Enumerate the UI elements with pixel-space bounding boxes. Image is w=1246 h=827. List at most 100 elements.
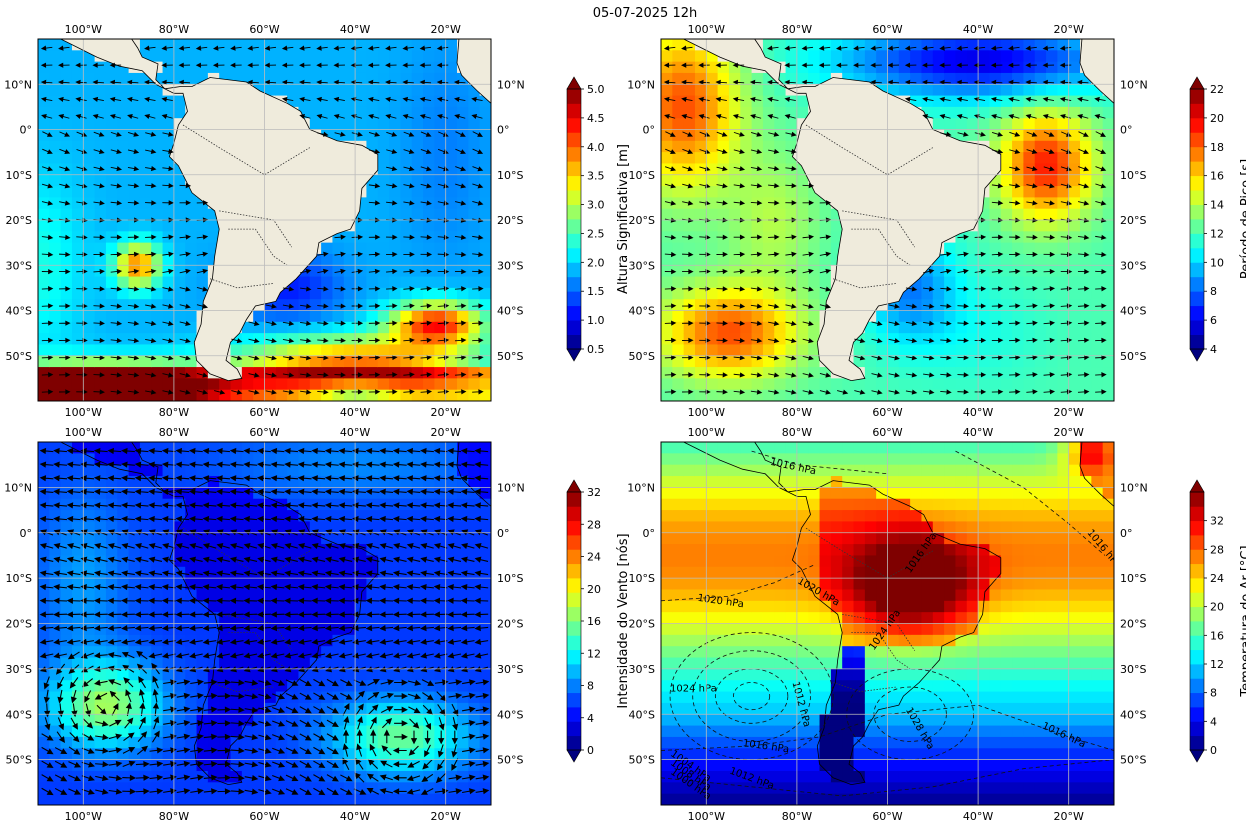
colorbar-segment [1190,635,1204,651]
lon-tick-label-bottom: 60°W [249,406,279,419]
map-frame [37,38,492,402]
lon-tick-label-top: 20°W [1054,426,1084,439]
lon-tick-label-bottom: 80°W [782,810,812,823]
lat-tick-label-right: 10°S [497,169,523,182]
colorbar-segment [567,520,581,536]
lat-tick-label-left: 40°S [629,708,655,721]
colorbar: 0 4 8 12 16 20 24 28 32 Temperatura do Ar [°C] [1189,479,1246,763]
africa-coastline [1079,442,1114,507]
colorbar-extend-min [1189,749,1205,763]
lon-tick-label-top: 40°W [963,23,993,36]
lat-tick-label-left: 30°S [6,259,32,272]
lon-tick-label-top: 40°W [963,426,993,439]
lat-tick-label-right: 40°S [497,305,523,318]
colorbar-segment [1190,175,1204,191]
colorbar-segment [1190,692,1204,708]
lat-tick-label-left: 0° [643,124,656,137]
map-frame [660,38,1115,402]
colorbar-tick-label: 32 [587,486,601,499]
lon-tick-label-top: 20°W [431,426,461,439]
colorbar-extend-min [566,749,582,763]
colorbar-segment [1190,117,1204,133]
map-frame [37,441,492,806]
lat-tick-label-left: 30°S [629,663,655,676]
colorbar-segment [567,621,581,636]
colorbar-segment [567,635,581,651]
colorbar-tick-label: 1.5 [587,285,605,298]
colorbar-segment [567,721,581,737]
lon-tick-label-top: 100°W [688,23,725,36]
lat-tick-label-left: 20°S [6,214,32,227]
colorbar-extend-min [566,348,582,362]
colorbar-segment [567,707,581,722]
colorbar-segment [1190,549,1204,565]
colorbar-segment [567,649,581,665]
lat-tick-label-left: 30°S [629,259,655,272]
colorbar-segment [567,89,581,104]
lat-tick-label-left: 10°S [629,169,655,182]
lat-tick-label-right: 10°N [497,78,525,91]
colorbar-tick-label: 24 [1210,572,1224,585]
colorbar-segment [1190,219,1204,234]
colorbar-tick-label: 16 [1210,629,1224,642]
lon-tick-label-bottom: 60°W [872,810,902,823]
colorbar-segment [1190,320,1204,335]
colorbar-tick-label: 12 [1210,658,1224,671]
colorbar-segment [1190,606,1204,622]
lon-tick-label-top: 20°W [431,23,461,36]
colorbar-segment [1190,247,1204,263]
lon-tick-label-bottom: 40°W [340,810,370,823]
colorbar-tick-label: 8 [1210,687,1217,700]
lat-tick-label-left: 10°N [4,481,32,494]
colorbar-tick-label: 20 [1210,601,1224,614]
colorbar-segment [1190,233,1204,249]
colorbar-segment [1190,89,1204,104]
colorbar-segment [1190,563,1204,579]
colorbar-segment [567,190,581,205]
lon-tick-label-top: 80°W [782,426,812,439]
colorbar-frame [1189,491,1205,751]
colorbar-segment [567,161,581,177]
colorbar-frame [1189,88,1205,350]
lat-tick-label-right: 0° [1120,527,1133,540]
colorbar: 0.5 1.0 1.5 2.0 2.5 3.0 3.5 4.0 4.5 5.0 Altura Sig… [566,76,631,362]
lon-tick-label-bottom: 60°W [872,406,902,419]
africa-coastline [456,39,491,104]
colorbar-segment [567,535,581,550]
lat-tick-label-left: 10°S [6,169,32,182]
colorbar-tick-label: 16 [1210,170,1224,183]
colorbar-segment [1190,132,1204,148]
colorbar-segment [1190,276,1204,292]
colorbar-tick-label: 12 [587,647,601,660]
colorbar-tick-label: 3.5 [587,170,605,183]
lon-tick-label-top: 80°W [782,23,812,36]
lat-tick-label-left: 20°S [629,618,655,631]
lon-tick-label-top: 80°W [159,23,189,36]
colorbar-tick-label: 0 [1210,744,1217,757]
country-border [832,278,897,289]
country-border [805,124,934,176]
colorbar-segment [567,262,581,278]
colorbar-tick-label: 0.5 [587,343,605,356]
lat-tick-label-right: 50°S [497,754,523,767]
colorbar-tick-label: 4 [1210,343,1217,356]
lon-tick-label-top: 60°W [872,23,902,36]
colorbar-segment [567,175,581,191]
lat-tick-label-right: 0° [1120,124,1133,137]
colorbar: 0 4 8 12 16 20 24 28 32 Intensidade do Vento [nós… [566,479,631,763]
colorbar-segment [567,291,581,307]
map-field [38,39,491,401]
lon-tick-label-bottom: 20°W [431,810,461,823]
lon-tick-label-bottom: 40°W [963,810,993,823]
colorbar-extend-min [1189,348,1205,362]
colorbar-segment [567,735,581,751]
lat-tick-label-left: 10°N [4,78,32,91]
colorbar-segment [1190,592,1204,608]
colorbar-tick-label: 4 [587,712,594,725]
lat-tick-label-left: 50°S [6,754,32,767]
lon-tick-label-bottom: 80°W [159,810,189,823]
lat-tick-label-left: 40°S [6,708,32,721]
colorbar-extend-max [1189,479,1205,493]
country-border [209,278,274,289]
